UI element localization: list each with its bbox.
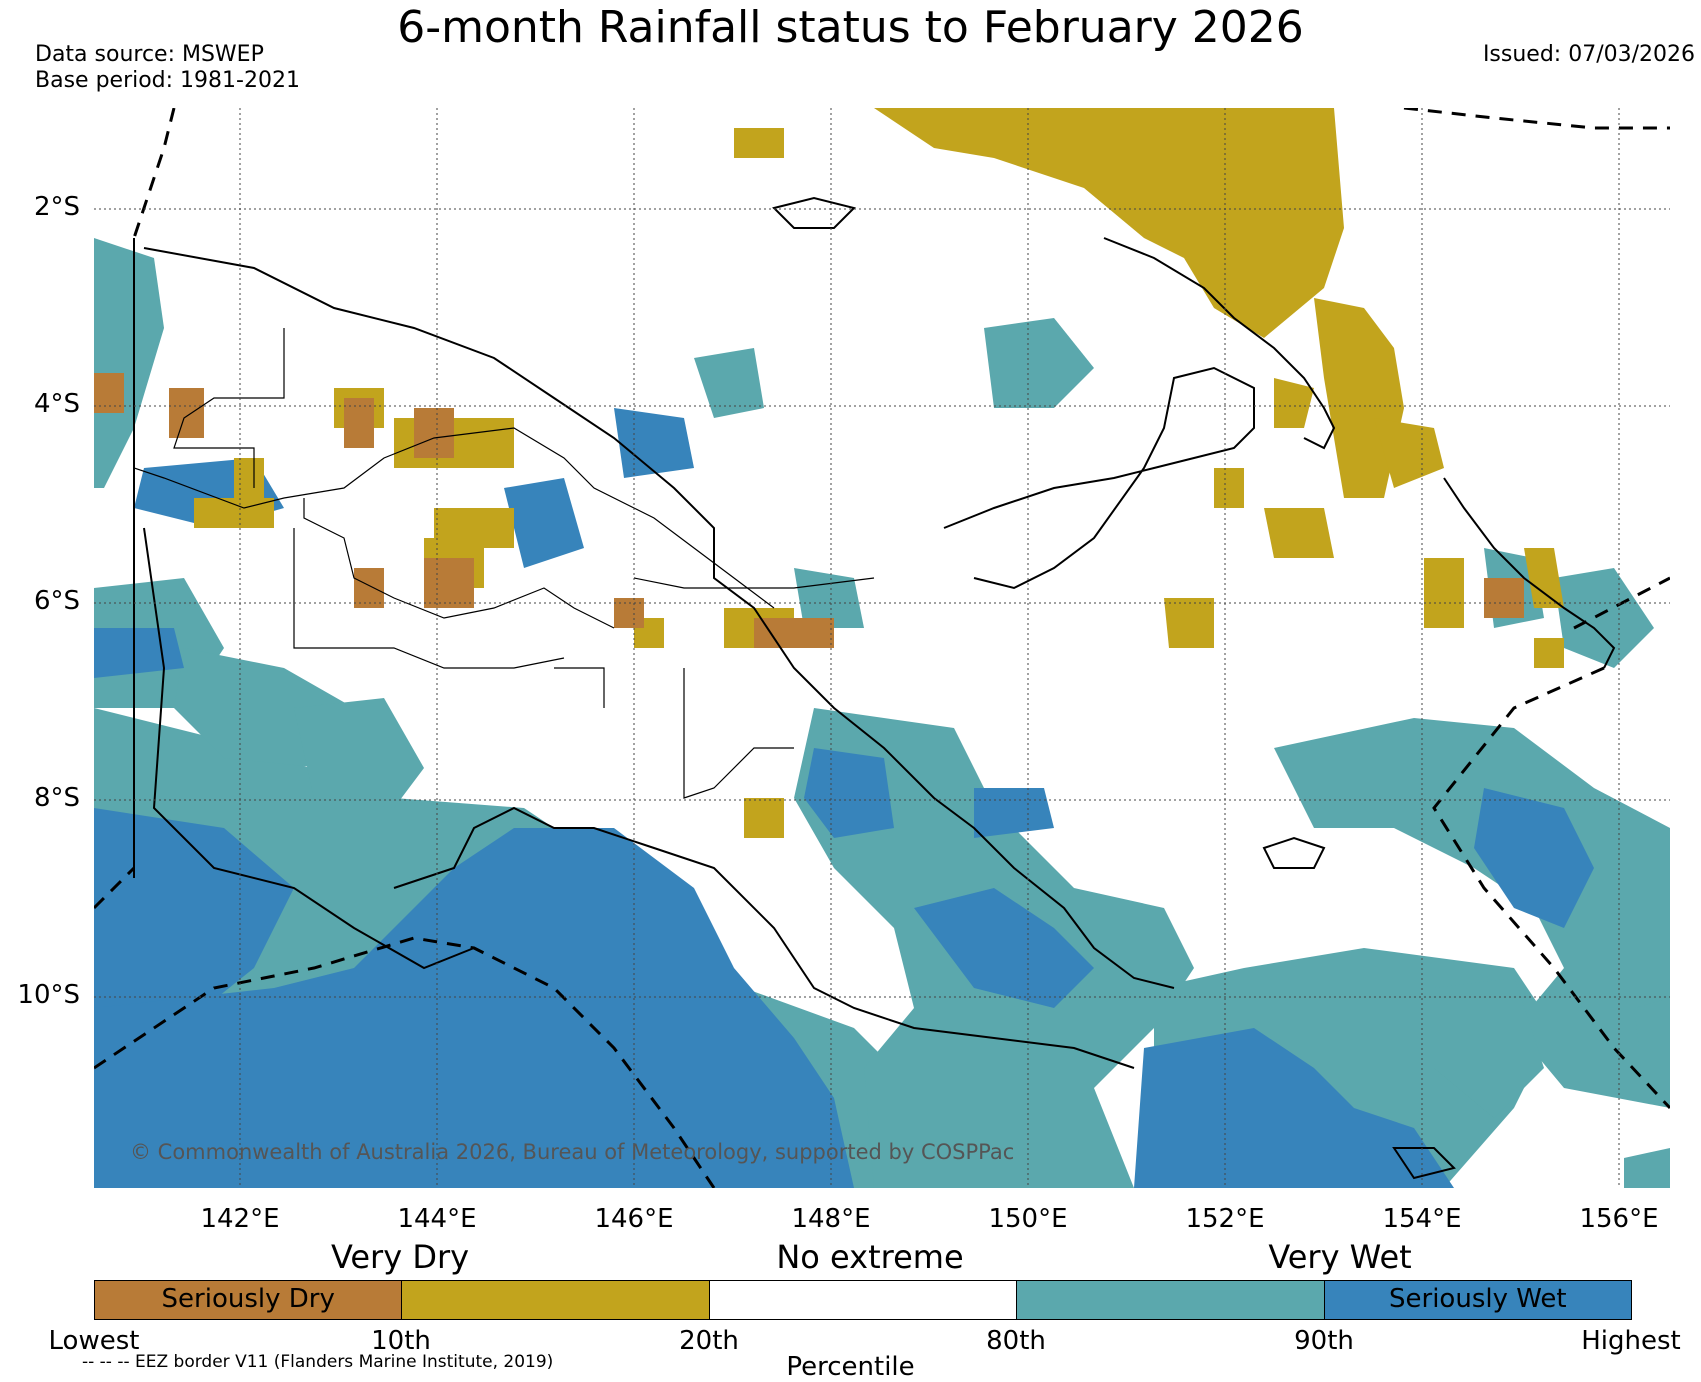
base-period: Base period: 1981-2021 xyxy=(35,68,300,93)
legend-segment-seriously-dry: Seriously Dry xyxy=(95,1281,403,1319)
lat-label-10s: 10°S xyxy=(17,980,80,1010)
legend-no-extreme: No extreme xyxy=(776,1238,964,1276)
percentile-tick-90th: 90th xyxy=(1294,1326,1354,1356)
lon-label-142e: 142°E xyxy=(200,1204,280,1234)
legend-segment-seriously-wet: Seriously Wet xyxy=(1324,1281,1632,1319)
rainfall-map[interactable]: © Commonwealth of Australia 2026, Bureau… xyxy=(94,108,1670,1188)
percentile-tick-highest: Highest xyxy=(1581,1326,1681,1356)
percentile-tick-80th: 80th xyxy=(986,1326,1046,1356)
province-borders xyxy=(133,238,875,799)
legend-segment-label: Seriously Dry xyxy=(161,1284,335,1314)
legend-very-dry: Very Dry xyxy=(330,1238,470,1276)
eez-borders xyxy=(94,108,1670,1188)
lon-label-154e: 154°E xyxy=(1382,1204,1462,1234)
legend-very-wet: Very Wet xyxy=(1268,1238,1412,1276)
legend-colorbar: Seriously Dry Seriously Wet xyxy=(94,1280,1632,1320)
lon-label-144e: 144°E xyxy=(397,1204,477,1234)
legend-segment-very-wet xyxy=(1017,1281,1325,1319)
percentile-axis-label: Percentile xyxy=(786,1352,915,1382)
map-canvas xyxy=(94,108,1670,1188)
lon-label-156e: 156°E xyxy=(1579,1204,1659,1234)
lon-label-146e: 146°E xyxy=(594,1204,674,1234)
legend-segment-label: Seriously Wet xyxy=(1389,1284,1567,1314)
legend-segment-no-extreme xyxy=(709,1281,1018,1319)
lon-label-150e: 150°E xyxy=(988,1204,1068,1234)
legend-segment-very-dry xyxy=(402,1281,710,1319)
graticule xyxy=(94,108,1670,1188)
percentile-tick-10th: 10th xyxy=(371,1326,431,1356)
eez-border-note: -- -- -- EEZ border V11 (Flanders Marine… xyxy=(82,1352,554,1372)
lon-label-148e: 148°E xyxy=(791,1204,871,1234)
data-source: Data source: MSWEP xyxy=(35,42,264,67)
lat-label-2s: 2°S xyxy=(33,192,80,222)
lat-label-6s: 6°S xyxy=(33,586,80,616)
coastlines xyxy=(143,196,1616,1180)
percentile-tick-lowest: Lowest xyxy=(48,1326,140,1356)
percentile-tick-20th: 20th xyxy=(679,1326,739,1356)
issued-date: Issued: 07/03/2026 xyxy=(1482,42,1695,67)
lat-label-8s: 8°S xyxy=(33,783,80,813)
map-title: 6-month Rainfall status to February 2026 xyxy=(397,2,1304,53)
lon-label-152e: 152°E xyxy=(1185,1204,1265,1234)
seriously-dry-regions xyxy=(94,373,1524,648)
copyright-notice: © Commonwealth of Australia 2026, Bureau… xyxy=(130,1140,1015,1164)
lat-label-4s: 4°S xyxy=(33,389,80,419)
